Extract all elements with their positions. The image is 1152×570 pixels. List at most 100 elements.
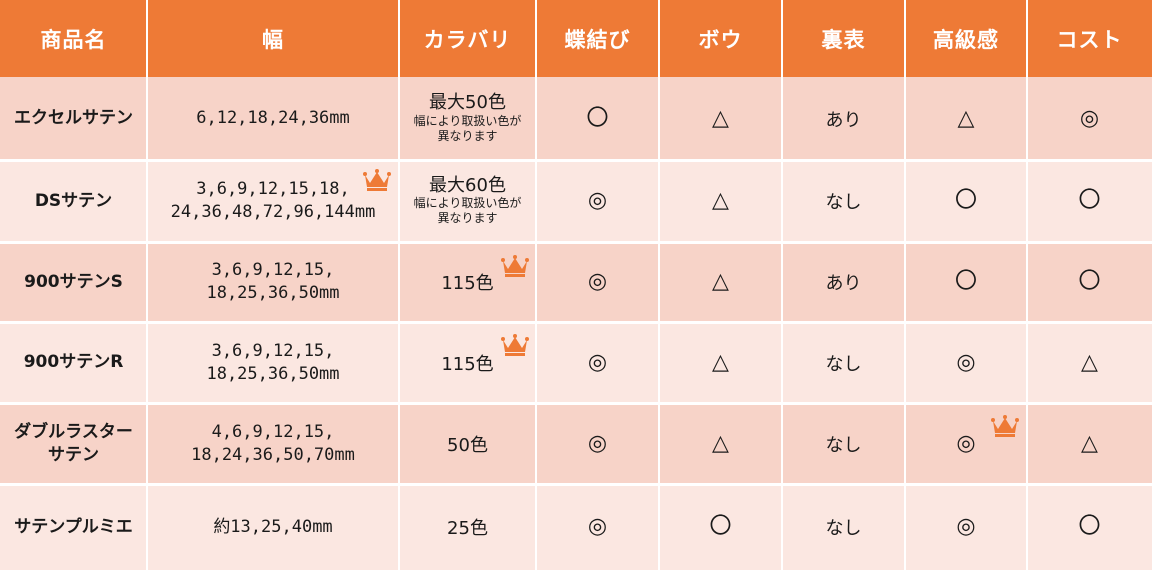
header-name: 商品名 bbox=[40, 27, 107, 52]
rating-symbol: ◎ bbox=[956, 430, 976, 456]
header-luxury: 高級感 bbox=[933, 27, 999, 52]
reversible-value: あり bbox=[782, 77, 905, 160]
luxury-rating: 〇 bbox=[905, 160, 1027, 242]
crown-icon bbox=[363, 169, 391, 191]
rating-symbol: △ bbox=[712, 188, 729, 213]
column-divider bbox=[146, 0, 148, 570]
rating-symbol: △ bbox=[712, 349, 729, 375]
reversible-value: なし bbox=[782, 160, 905, 242]
reversible-text: なし bbox=[825, 353, 862, 375]
product-name: サテンプルミエ bbox=[0, 484, 147, 570]
width-line: 3,6,9,12,15, bbox=[211, 340, 335, 361]
width-line: 18,25,36,50mm bbox=[206, 363, 340, 384]
cost-rating: ◎ bbox=[1027, 77, 1152, 160]
bow-rating: △ bbox=[659, 242, 782, 322]
colors-cell: 最大60色 幅により取扱い色が 異なります bbox=[399, 160, 536, 242]
rating-symbol: 〇 bbox=[586, 105, 609, 131]
column-divider bbox=[398, 0, 400, 570]
width-line: 4,6,9,12,15, bbox=[211, 421, 335, 442]
colors-cell: 115色 bbox=[399, 242, 536, 322]
row-divider bbox=[0, 321, 1152, 324]
rating-symbol: ◎ bbox=[587, 514, 608, 539]
colors-main: 115色 bbox=[441, 353, 494, 375]
colors-main: 115色 bbox=[441, 273, 494, 294]
product-name-line: DSサテン bbox=[34, 190, 113, 211]
bow-tie-rating: ◎ bbox=[536, 242, 659, 322]
colors-note: 異なります bbox=[437, 128, 498, 143]
rating-symbol: ◎ bbox=[587, 430, 608, 456]
width-cell: 3,6,9,12,15, 18,25,36,50mm bbox=[147, 242, 399, 322]
colors-cell: 50色 bbox=[399, 403, 536, 484]
bow-rating: △ bbox=[659, 322, 782, 403]
product-name: DSサテン bbox=[0, 160, 147, 242]
width-cell: 3,6,9,12,15,18, 24,36,48,72,96,144mm bbox=[147, 160, 399, 242]
bow-rating: 〇 bbox=[659, 484, 782, 570]
cost-rating: 〇 bbox=[1027, 484, 1152, 570]
rating-symbol: ◎ bbox=[587, 188, 608, 213]
reversible-value: なし bbox=[782, 403, 905, 484]
column-divider bbox=[658, 0, 660, 570]
rating-symbol: ◎ bbox=[956, 349, 976, 375]
header-reversible: 裏表 bbox=[821, 27, 866, 52]
crown-icon bbox=[501, 334, 529, 356]
width-cell: 6,12,18,24,36mm bbox=[147, 77, 399, 160]
table-row: 900サテンS 3,6,9,12,15, 18,25,36,50mm 115色 … bbox=[0, 242, 1152, 322]
row-divider bbox=[0, 483, 1152, 486]
bow-rating: △ bbox=[659, 77, 782, 160]
rating-symbol: △ bbox=[712, 430, 729, 456]
rating-symbol: 〇 bbox=[954, 269, 977, 294]
cost-rating: △ bbox=[1027, 322, 1152, 403]
width-line: 3,6,9,12,15, bbox=[211, 260, 335, 281]
header-colors: カラバリ bbox=[423, 27, 512, 52]
product-name-line: 900サテンR bbox=[23, 352, 124, 373]
product-name: 900サテンS bbox=[0, 242, 147, 322]
width-cell: 3,6,9,12,15, 18,25,36,50mm bbox=[147, 322, 399, 403]
product-name: エクセルサテン bbox=[0, 77, 147, 160]
rating-symbol: 〇 bbox=[709, 514, 732, 539]
rating-symbol: △ bbox=[957, 105, 975, 131]
rating-symbol: △ bbox=[1081, 349, 1098, 375]
rating-symbol: △ bbox=[712, 105, 729, 131]
table-row: 900サテンR 3,6,9,12,15, 18,25,36,50mm 115色 … bbox=[0, 322, 1152, 403]
header-width: 幅 bbox=[262, 27, 284, 52]
header-cost: コスト bbox=[1056, 27, 1123, 52]
crown-icon bbox=[501, 255, 529, 277]
colors-main: 50色 bbox=[447, 434, 488, 456]
cost-rating: 〇 bbox=[1027, 160, 1152, 242]
bow-tie-rating: ◎ bbox=[536, 403, 659, 484]
colors-main: 25色 bbox=[447, 518, 488, 539]
bow-rating: △ bbox=[659, 403, 782, 484]
rating-symbol: 〇 bbox=[954, 188, 977, 213]
rating-symbol: 〇 bbox=[1078, 188, 1101, 213]
bow-tie-rating: ◎ bbox=[536, 160, 659, 242]
table-row: ダブルラスター サテン 4,6,9,12,15, 18,24,36,50,70m… bbox=[0, 403, 1152, 484]
column-divider bbox=[904, 0, 906, 570]
colors-note: 異なります bbox=[437, 211, 498, 226]
table-row: DSサテン 3,6,9,12,15,18, 24,36,48,72,96,144… bbox=[0, 160, 1152, 242]
cost-rating: △ bbox=[1027, 403, 1152, 484]
rating-symbol: ◎ bbox=[587, 349, 608, 375]
bow-tie-rating: ◎ bbox=[536, 322, 659, 403]
crown-icon bbox=[991, 415, 1019, 437]
table-row: サテンプルミエ 約13,25,40mm 25色 ◎ 〇 なし ◎ 〇 bbox=[0, 484, 1152, 570]
product-name-line: エクセルサテン bbox=[14, 108, 133, 129]
reversible-text: あり bbox=[825, 109, 862, 131]
product-name-line: サテン bbox=[48, 444, 99, 465]
colors-cell: 最大50色 幅により取扱い色が 異なります bbox=[399, 77, 536, 160]
width-line: 3,6,9,12,15,18, bbox=[196, 179, 350, 200]
width-line: 約13,25,40mm bbox=[213, 516, 333, 537]
colors-main: 最大50色 bbox=[429, 92, 506, 114]
colors-cell: 115色 bbox=[399, 322, 536, 403]
colors-note: 幅により取扱い色が bbox=[413, 113, 522, 128]
table-header: 商品名 幅 カラバリ 蝶結び ボウ 裏表 高級感 コスト bbox=[0, 0, 1152, 77]
reversible-value: なし bbox=[782, 322, 905, 403]
product-name-line: ダブルラスター bbox=[14, 421, 133, 442]
product-name: 900サテンR bbox=[0, 322, 147, 403]
width-line: 18,24,36,50,70mm bbox=[191, 444, 355, 465]
bow-tie-rating: 〇 bbox=[536, 77, 659, 160]
luxury-rating: △ bbox=[905, 77, 1027, 160]
luxury-rating: ◎ bbox=[905, 322, 1027, 403]
rating-symbol: 〇 bbox=[1078, 269, 1101, 294]
product-name: ダブルラスター サテン bbox=[0, 403, 147, 484]
bow-rating: △ bbox=[659, 160, 782, 242]
